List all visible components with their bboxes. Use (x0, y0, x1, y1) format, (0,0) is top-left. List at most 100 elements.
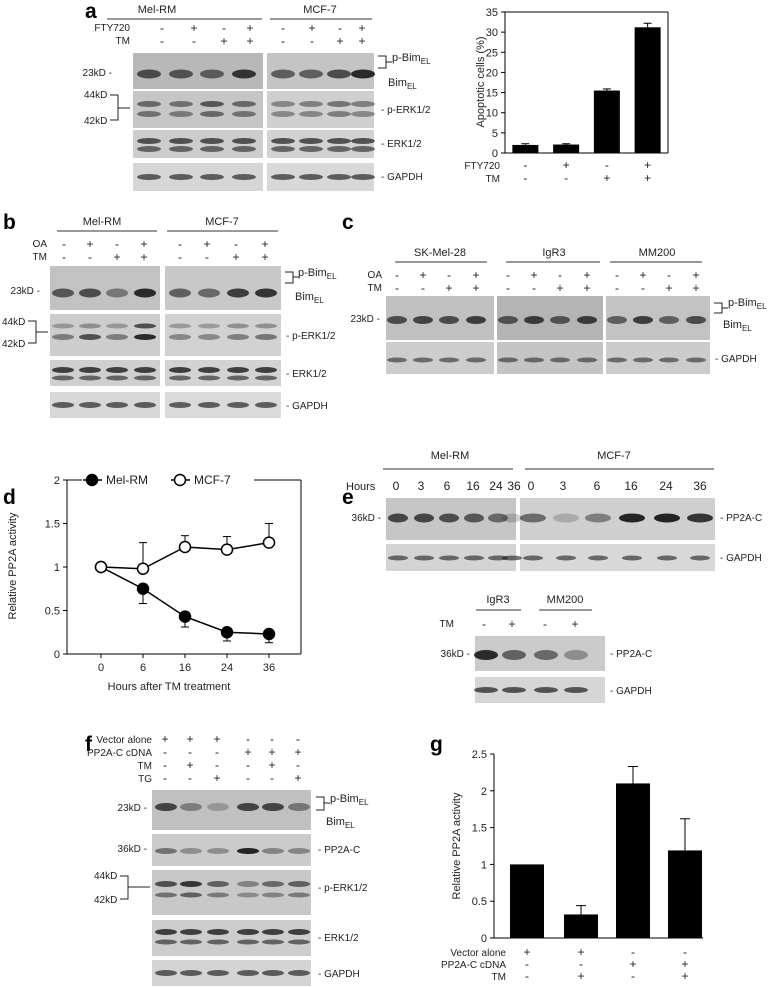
panel-c-sign: - (506, 268, 510, 282)
blot-band (200, 111, 224, 117)
panel-f-sign: + (268, 758, 275, 772)
panel-f-label: f (85, 733, 93, 756)
blot-band (137, 101, 161, 107)
blot-band (619, 513, 645, 523)
blot-band (207, 892, 229, 898)
panel-f-sign: - (215, 758, 219, 772)
panel-e-label-gapdh: - GAPDH (720, 553, 762, 564)
blot-band (232, 138, 256, 144)
panel-c-sign: - (447, 268, 451, 282)
blot-band (198, 288, 220, 298)
chart-a-sign: + (563, 158, 570, 172)
blot-band (155, 892, 177, 898)
blot-band (466, 357, 486, 363)
chart-a-sign: + (644, 158, 651, 172)
blot-band (262, 848, 284, 854)
chart-d-xtick-label: 0 (98, 662, 104, 674)
panel-b-sign: + (203, 237, 210, 251)
panel-b-sign: - (88, 250, 92, 264)
blot-band (237, 848, 259, 854)
panel-b-sign: + (232, 250, 239, 264)
blot-band (327, 101, 351, 107)
chart-g-ytick-label: 1.5 (472, 823, 487, 835)
blot-band (413, 357, 433, 363)
panel-e-label: e (342, 486, 354, 509)
panel-e-label-pp2a: - PP2A-C (720, 513, 762, 524)
chart-d-point (136, 562, 150, 575)
blot-band (237, 892, 259, 898)
blot-band (52, 402, 74, 408)
panel-a-sign: + (190, 21, 197, 35)
panel-f-label-pbim: p-BimEL (330, 793, 369, 807)
panel-b-line-2: MCF-7 (205, 216, 239, 228)
blot-band (207, 939, 229, 945)
blot-band (534, 650, 558, 660)
blot-band (262, 892, 284, 898)
chart-g-row-label: TM (492, 972, 506, 983)
panel-f-row-pp2a: PP2A-C cDNA (87, 748, 152, 759)
panel-f-sign: - (246, 732, 250, 746)
blot-band (255, 402, 277, 408)
blot-band (553, 513, 579, 523)
blot-band (564, 650, 588, 660)
panel-b-row-tm: TM (33, 252, 47, 263)
blot-band (262, 803, 284, 811)
blot-band (351, 146, 375, 152)
blot-band (79, 402, 101, 408)
panel-c-line-3: MM200 (639, 247, 676, 259)
chart-a-sign: - (564, 171, 568, 185)
panel-e-sub-sign: + (571, 617, 578, 631)
panel-a-sign: + (246, 34, 253, 48)
blot-band (657, 555, 677, 561)
blot-band (237, 881, 259, 887)
chart-d-legend-marker (85, 473, 99, 487)
blot-band (577, 357, 597, 363)
blot-band (106, 288, 128, 298)
blot-band (169, 146, 193, 152)
blot-band (299, 69, 323, 79)
panel-e-line-1: Mel-RM (431, 450, 470, 462)
panel-c-sign: - (532, 281, 536, 295)
blot-band (134, 334, 156, 340)
blot-band (288, 848, 310, 854)
blot-band (439, 555, 459, 561)
panel-e-hour: 6 (444, 479, 451, 493)
panel-c-sign: + (472, 281, 479, 295)
blot-band (262, 939, 284, 945)
blot-band (351, 111, 375, 117)
panel-f-sign: + (244, 745, 251, 759)
blot-band (237, 803, 259, 811)
panel-c-line-1: SK-Mel-28 (414, 247, 466, 259)
panel-a-mw-42: 42kD (84, 116, 107, 127)
chart-g-ytick-label: 0 (481, 933, 487, 945)
chart-g-bar (616, 783, 650, 938)
panel-a-sign: - (281, 34, 285, 48)
blot-a-perk-right (267, 91, 374, 128)
blot-band (299, 174, 323, 180)
chart-a-ytick-label: 35 (486, 7, 498, 19)
blot-band (79, 367, 101, 373)
panel-c-sign: - (558, 268, 562, 282)
chart-g-row-label: Vector alone (450, 948, 506, 959)
blot-band (607, 316, 627, 324)
blot-band (137, 146, 161, 152)
panel-b-sign: + (140, 250, 147, 264)
blot-band (106, 367, 128, 373)
panel-f-sign: - (296, 758, 300, 772)
blot-band (288, 881, 310, 887)
chart-a-ytick-label: 20 (486, 67, 498, 79)
chart-a-ytick-label: 30 (486, 27, 498, 39)
chart-g-ytick-label: 2.5 (472, 749, 487, 761)
panel-a-bar-chart: Apoptotic cells (%) 05101520253035--+--+… (464, 7, 669, 185)
chart-d-ytick-label: 2 (54, 475, 60, 487)
chart-g-sign: - (683, 945, 687, 959)
blot-band (659, 316, 679, 324)
chart-a-ylabel: Apoptotic cells (%) (475, 36, 487, 127)
blot-band (524, 316, 544, 324)
blot-band (169, 288, 191, 298)
panel-f-label-bim: BimEL (326, 816, 355, 830)
panel-b-mw-42: 42kD (2, 339, 25, 350)
panel-c-sign: + (692, 268, 699, 282)
blot-band (271, 69, 295, 79)
panel-f-sign: + (213, 732, 220, 746)
